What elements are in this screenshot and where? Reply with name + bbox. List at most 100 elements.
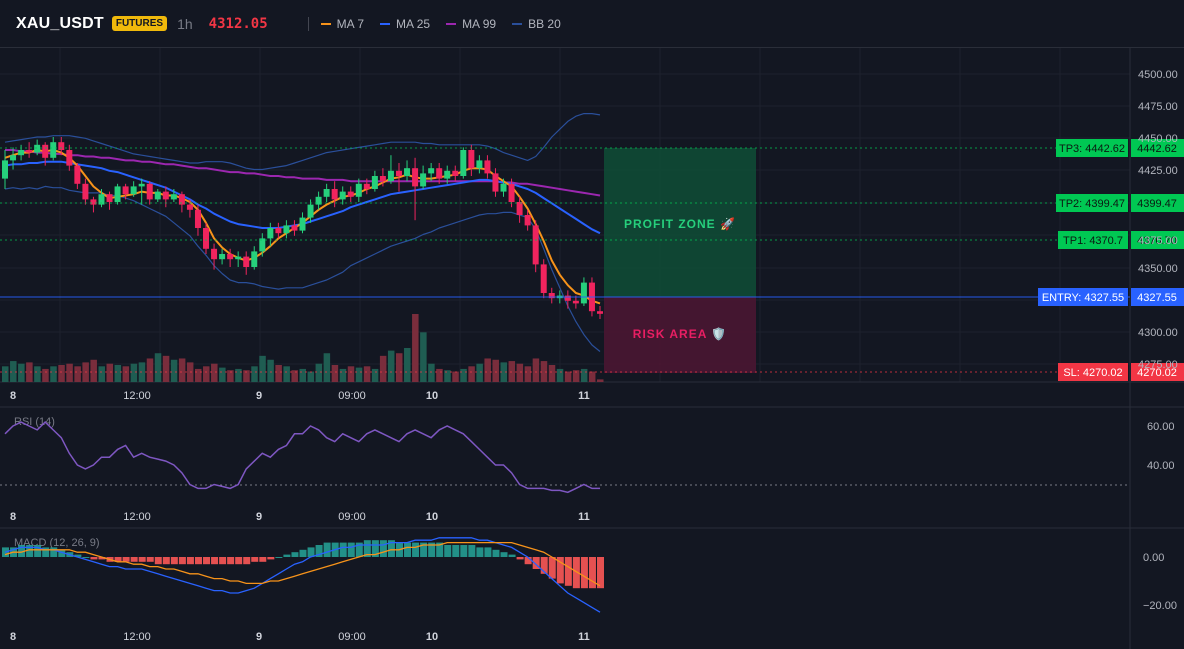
- candle-body-59: [476, 160, 483, 169]
- candle-body-67: [540, 264, 547, 293]
- candle-body-65: [524, 215, 531, 226]
- tp1-tag[interactable]: [1058, 231, 1128, 249]
- macd-hist-10: [82, 557, 90, 558]
- chart-header: XAU_USDT FUTURES 1h 4312.05 MA 7 MA 25 M…: [0, 0, 1184, 48]
- volume-bar-35: [283, 366, 290, 382]
- macd-hist-45: [363, 540, 371, 557]
- tp3-tag[interactable]: [1056, 139, 1128, 157]
- macd-hist-43: [347, 542, 355, 557]
- macd-hist-47: [379, 540, 387, 557]
- legend-ma99[interactable]: MA 99: [446, 17, 496, 31]
- timeframe-selector[interactable]: 1h: [177, 15, 193, 32]
- sl-axis-value: 4270.02: [1137, 367, 1177, 379]
- volume-bar-38: [307, 371, 315, 382]
- candle-body-26: [211, 248, 218, 260]
- entry-tag[interactable]: [1038, 288, 1128, 306]
- time-tick-p2-0: 8: [10, 631, 16, 643]
- macd-hist-34: [275, 557, 283, 558]
- legend-ma7-label: MA 7: [336, 16, 365, 31]
- candle-body-5: [42, 144, 49, 158]
- candle-body-44: [355, 183, 362, 197]
- rsi-line: [4, 421, 600, 494]
- macd-hist-19: [154, 557, 162, 565]
- volume-bar-2: [18, 363, 25, 382]
- macd-hist-44: [355, 542, 363, 557]
- macd-hist-17: [138, 557, 146, 562]
- volume-bar-33: [267, 359, 274, 382]
- macd-hist-48: [387, 540, 395, 557]
- macd-line: [4, 537, 601, 613]
- volume-bar-40: [323, 353, 331, 382]
- macd-hist-26: [211, 557, 219, 565]
- candle-body-57: [460, 150, 467, 176]
- profit-zone-label: PROFIT ZONE 🚀: [624, 217, 736, 231]
- volume-bar-0: [2, 366, 9, 382]
- legend-bb20-label: BB 20: [528, 16, 561, 31]
- macd-hist-64: [516, 557, 524, 560]
- candle-body-66: [532, 225, 539, 265]
- volume-bar-59: [476, 363, 483, 382]
- legend-bb20[interactable]: BB 20: [512, 17, 561, 31]
- candle-body-70: [564, 295, 571, 301]
- price-tick-4: 4375.00: [1138, 235, 1178, 247]
- macd-hist-15: [122, 557, 130, 562]
- volume-bar-55: [444, 370, 451, 382]
- candle-body-7: [58, 142, 65, 150]
- volume-bar-50: [404, 348, 411, 382]
- macd-hist-4: [34, 545, 42, 557]
- legend-ma7[interactable]: MA 7: [320, 16, 365, 31]
- time-tick-p1-2: 9: [256, 511, 262, 523]
- tp2-axis-tag: [1131, 194, 1184, 212]
- candle-body-21: [170, 194, 177, 200]
- candle-body-72: [580, 282, 587, 304]
- time-tick-p2-4: 10: [426, 631, 438, 643]
- profit-zone: [604, 148, 756, 297]
- volume-bar-30: [243, 370, 250, 382]
- volume-bar-44: [355, 367, 363, 382]
- macd-pane: MACD (12, 26, 9) 0.00 −20.00: [2, 537, 1177, 613]
- volume-bar-15: [122, 366, 130, 382]
- price-tick-1: 4475.00: [1138, 101, 1178, 113]
- volume-bar-12: [98, 366, 105, 382]
- volume-bar-19: [154, 353, 162, 382]
- time-tick-p0-4: 10: [426, 390, 438, 402]
- candle-body-52: [420, 173, 427, 187]
- volume-bar-27: [219, 367, 226, 382]
- macd-hist-22: [178, 557, 186, 565]
- macd-hist-46: [371, 540, 379, 557]
- volume-bar-72: [580, 368, 588, 382]
- volume-bar-6: [50, 366, 57, 382]
- candle-body-64: [516, 202, 523, 215]
- candle-body-0: [2, 160, 8, 179]
- symbol-name[interactable]: XAU_USDT: [16, 14, 104, 32]
- candle-body-9: [74, 165, 81, 184]
- macd-hist-61: [492, 549, 500, 557]
- candle-body-62: [500, 183, 507, 192]
- volume-bar-60: [484, 358, 491, 382]
- price-tick-0: 4500.00: [1138, 69, 1178, 81]
- candle-body-23: [186, 204, 193, 210]
- volume-bars: [2, 314, 604, 382]
- volume-bar-48: [387, 350, 395, 382]
- volume-bar-7: [58, 365, 65, 382]
- candlesticks: [2, 137, 603, 319]
- macd-tick-0: 0.00: [1143, 552, 1164, 564]
- macd-hist-71: [572, 557, 580, 589]
- volume-bar-45: [363, 366, 371, 382]
- tp2-tag[interactable]: [1056, 194, 1128, 212]
- price-axis[interactable]: 4500.00 4475.00 4450.00 4425.00 4375.00 4350.…: [1138, 69, 1178, 371]
- volume-bar-54: [436, 368, 443, 382]
- volume-bar-26: [211, 363, 218, 382]
- time-tick-p0-5: 11: [578, 390, 590, 402]
- volume-bar-24: [194, 368, 202, 382]
- legend-ma25[interactable]: MA 25: [380, 17, 430, 31]
- macd-hist-27: [219, 557, 227, 565]
- grid-lines: [0, 48, 1184, 649]
- volume-bar-8: [66, 363, 73, 382]
- sl-tag[interactable]: [1058, 363, 1128, 381]
- last-price: 4312.05: [208, 15, 268, 32]
- macd-hist-37: [299, 549, 307, 557]
- volume-bar-74: [597, 379, 604, 382]
- candle-body-46: [371, 176, 378, 189]
